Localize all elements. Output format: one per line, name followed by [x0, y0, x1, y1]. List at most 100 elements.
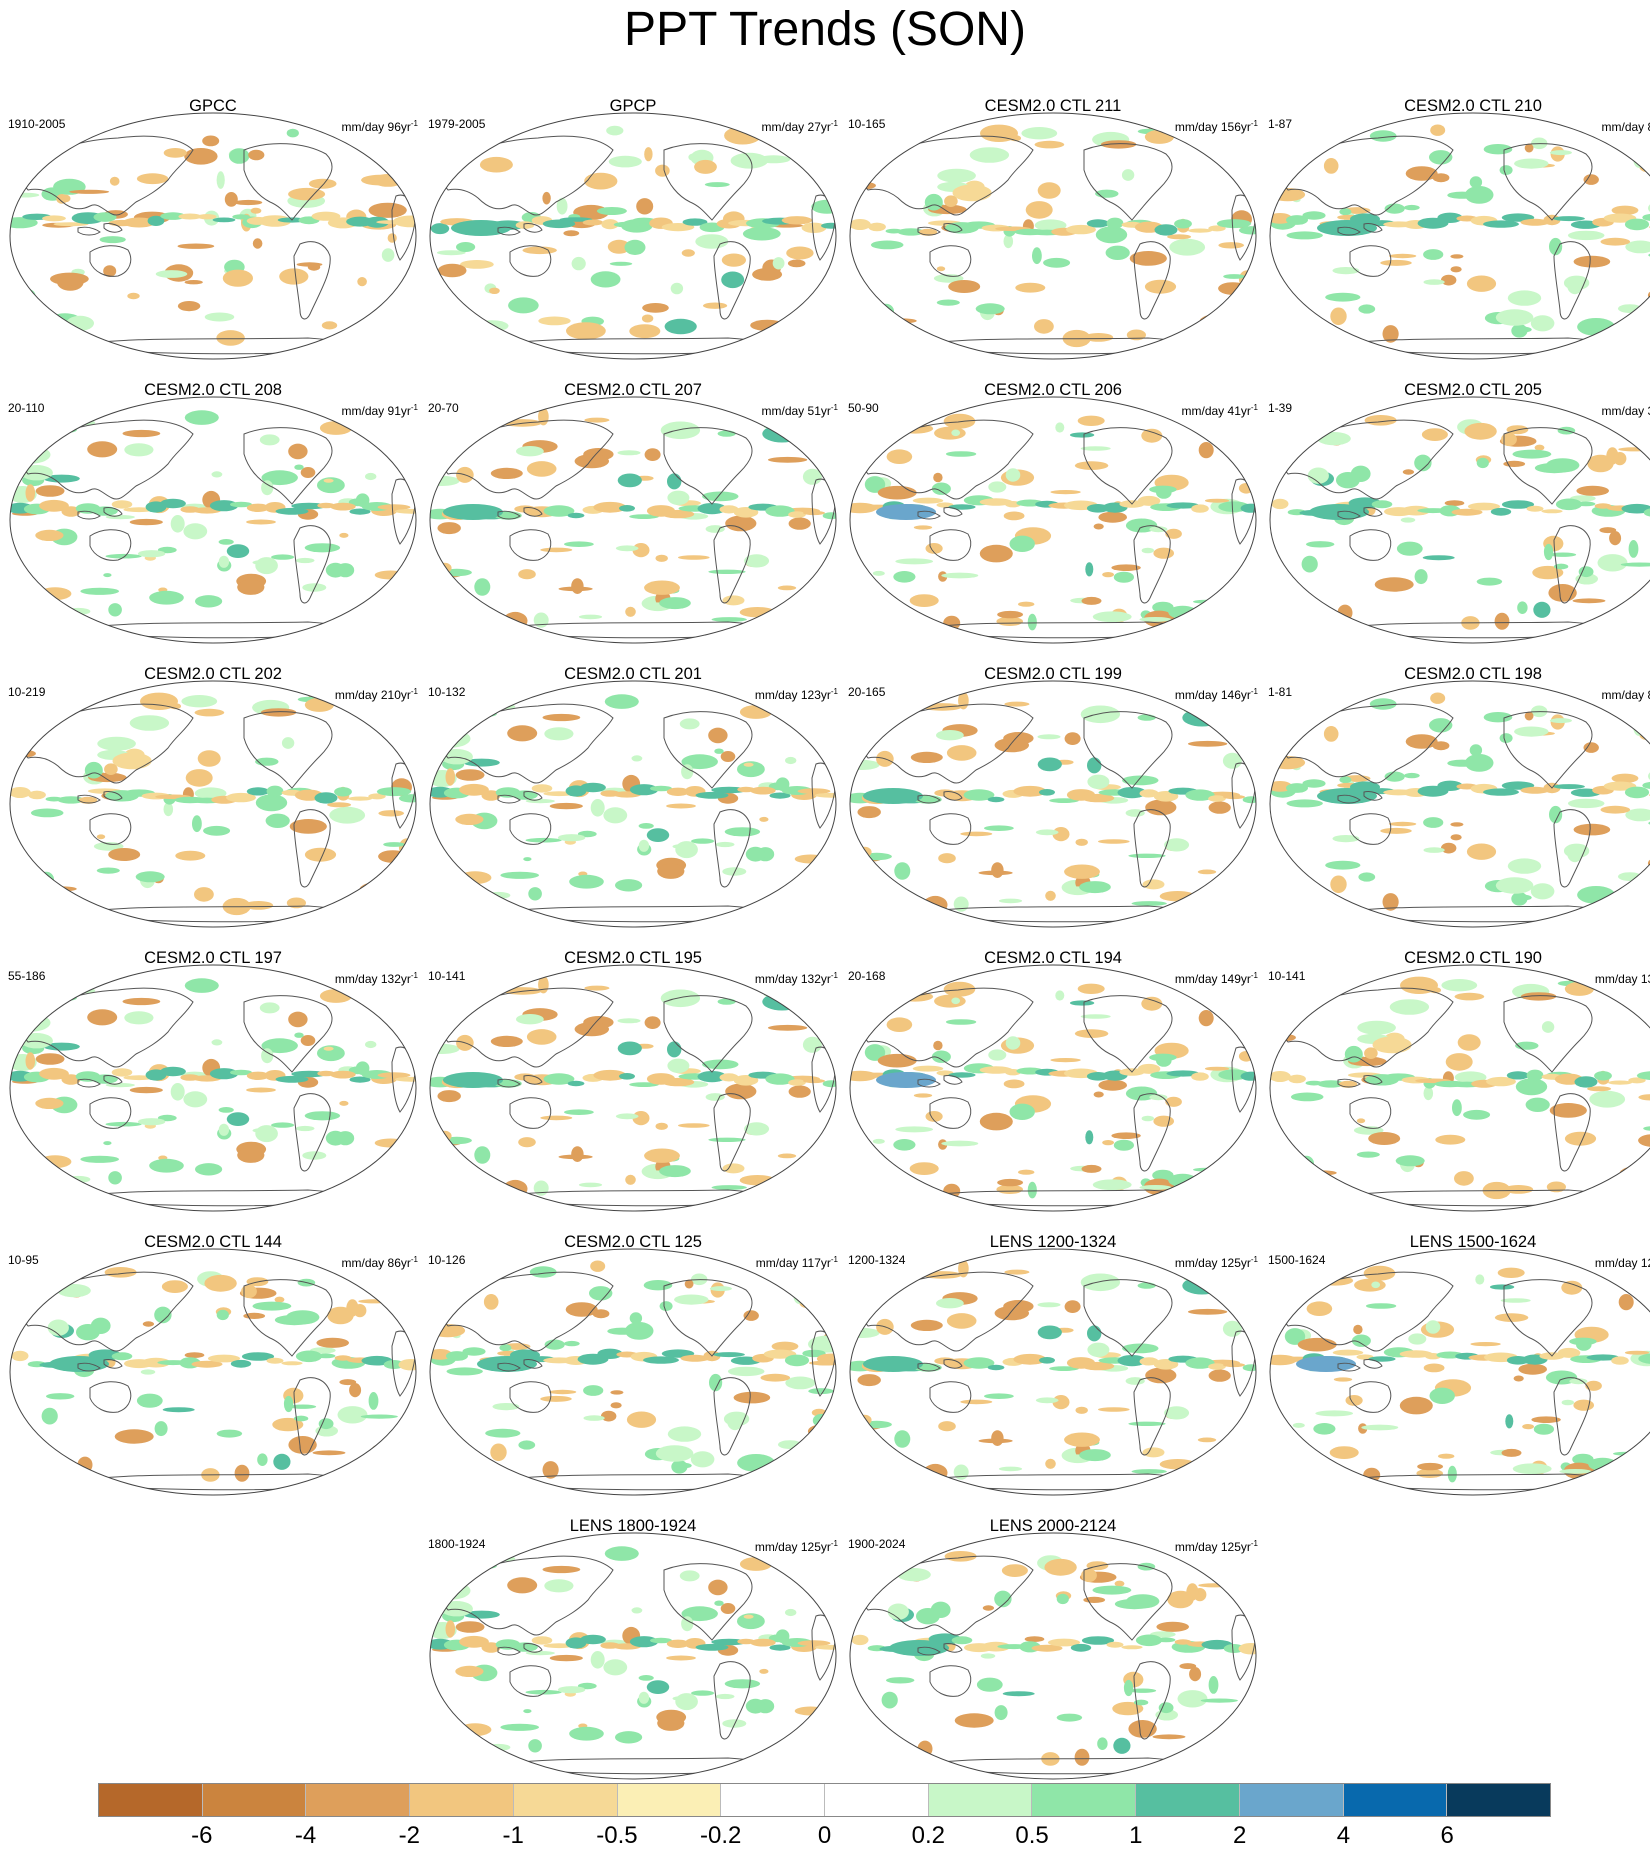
trend-blob [805, 1435, 829, 1441]
trend-blob [271, 554, 295, 560]
trend-band [291, 1070, 327, 1078]
trend-map [1269, 964, 1650, 1212]
trend-blob [996, 616, 1023, 626]
trend-blob [1533, 1423, 1554, 1435]
trend-band [1223, 1644, 1245, 1653]
trend-blob [1476, 577, 1503, 586]
trend-blob [446, 1367, 483, 1376]
trend-blob [372, 174, 404, 187]
unit-prefix: mm/day [341, 1256, 388, 1270]
trend-blob [183, 1091, 208, 1108]
trend-blob [1564, 981, 1594, 996]
colorbar-labels: -6 -4 -2 -1 -0.5 -0.2 0 0.2 0.5 1 2 4 6 [98, 1822, 1551, 1852]
trend-blob [1227, 151, 1256, 169]
trend-blob [1364, 415, 1397, 426]
trend-blob [1009, 1103, 1035, 1120]
trend-blob [675, 1693, 698, 1711]
panel-title: CESM2.0 CTL 199 [984, 665, 1122, 683]
map-field [1270, 397, 1650, 643]
trend-blob [1155, 1709, 1178, 1721]
panel-year-range: 1900-2024 [848, 1537, 906, 1551]
trend-band [232, 214, 250, 220]
trend-blob [10, 1013, 51, 1032]
trend-band [212, 217, 236, 223]
trend-blob [861, 852, 892, 861]
trend-blob [1055, 422, 1065, 433]
trend-band [593, 1069, 627, 1081]
trend-blob [629, 324, 661, 339]
trend-blob [216, 330, 245, 346]
trend-band [1611, 1356, 1629, 1365]
trend-blob [544, 1579, 574, 1593]
trend-band [1081, 793, 1115, 803]
trend-blob [479, 156, 513, 173]
coastline [1363, 223, 1383, 233]
trend-blob [114, 1429, 154, 1444]
trend-band [769, 792, 791, 799]
trend-blob [1044, 1558, 1077, 1576]
trend-blob [644, 1148, 680, 1163]
trend-blob [542, 1461, 559, 1479]
unit-years: 41 [1227, 404, 1241, 418]
trend-blob [523, 1709, 532, 1714]
trend-band [661, 509, 695, 519]
trend-blob [1464, 186, 1494, 204]
trend-map [429, 112, 837, 360]
trend-blob [1572, 1453, 1594, 1465]
panel-units: mm/day 149yr-1 [1175, 969, 1258, 986]
unit-exponent: -1 [830, 971, 838, 980]
trend-blob [66, 607, 91, 615]
map-field [850, 397, 1256, 643]
trend-band [1191, 1072, 1209, 1081]
coastline [523, 1075, 543, 1085]
trend-band [695, 1643, 729, 1651]
trend-blob [28, 141, 37, 153]
coastline [1277, 987, 1454, 1068]
trend-band [1594, 1071, 1612, 1081]
trend-blob [1438, 1453, 1455, 1459]
trend-blob [936, 299, 960, 306]
trend-blob [1092, 611, 1132, 623]
trend-blob [1483, 712, 1513, 723]
trend-blob [1567, 230, 1605, 241]
trend-band [1638, 1353, 1650, 1364]
trend-band [160, 498, 186, 509]
trend-band [1642, 781, 1650, 790]
trend-blob [35, 529, 64, 541]
trend-blob [1139, 1185, 1172, 1190]
trend-blob [979, 1112, 1013, 1131]
trend-blob [1469, 176, 1483, 189]
trend-band [1139, 789, 1159, 798]
trend-blob [1495, 877, 1534, 894]
coastline [1349, 245, 1392, 277]
trend-band [393, 215, 416, 228]
trend-band [912, 1065, 944, 1072]
trend-blob [853, 181, 876, 190]
trend-band [697, 503, 727, 515]
panel-year-range: 20-110 [8, 401, 45, 415]
trend-blob [184, 148, 218, 165]
trend-blob [1098, 839, 1130, 844]
trend-blob [204, 1274, 237, 1292]
trend-band [1302, 779, 1326, 788]
trend-band [597, 1348, 623, 1359]
panel-units: mm/day 125yr-1 [755, 1537, 838, 1554]
trend-band [1137, 495, 1161, 506]
trend-blob [1077, 415, 1105, 426]
panel-title: CESM2.0 CTL 197 [144, 949, 282, 967]
trend-blob [441, 568, 472, 577]
trend-blob [787, 259, 806, 268]
panel-units: mm/day 41yr-1 [1182, 401, 1259, 418]
trend-blob [1507, 858, 1542, 874]
trend-blob [294, 464, 304, 470]
trend-band [713, 1352, 745, 1358]
map-panel: CESM2.0 CTL 125 10-126 mm/day 117yr-1 [428, 1232, 838, 1518]
trend-blob [136, 173, 169, 185]
trend-blob [1125, 1377, 1145, 1385]
coastline [89, 813, 132, 845]
trend-blob [757, 155, 791, 164]
trend-blob [87, 441, 118, 458]
colorbar-tick-label: 0.2 [911, 1822, 945, 1849]
trend-blob [533, 1180, 549, 1196]
